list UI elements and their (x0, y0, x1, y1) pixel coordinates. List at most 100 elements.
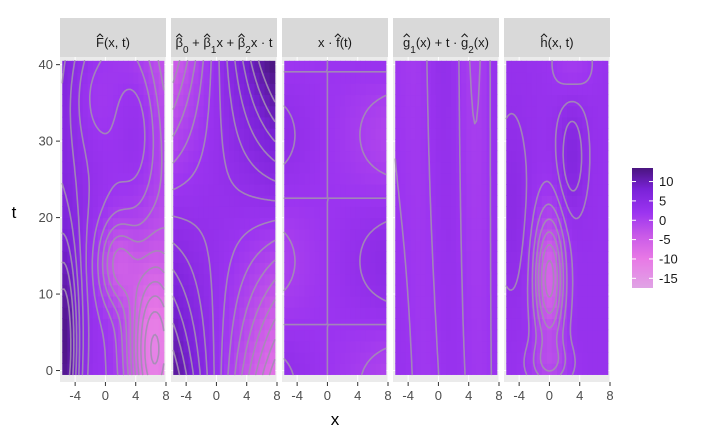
heat-tile (551, 284, 558, 297)
heat-tile (395, 128, 401, 140)
heat-tile (380, 94, 387, 107)
heat-tile (218, 184, 225, 196)
heat-tile (425, 83, 432, 96)
heat-tile (536, 307, 543, 319)
heat-tile (299, 273, 306, 286)
heat-tile (309, 128, 316, 140)
heat-tile (365, 284, 372, 297)
heat-tile (239, 60, 245, 73)
heat-tile (249, 239, 256, 252)
heat-tile (158, 251, 165, 263)
heat-tile (118, 195, 124, 207)
heat-tile (259, 251, 266, 263)
heat-tile (133, 318, 139, 331)
heat-tile (123, 340, 129, 353)
contour-line (544, 260, 555, 298)
heat-tile (269, 228, 276, 241)
heat-tile (254, 172, 261, 185)
heat-tile (415, 195, 422, 207)
contour-line (172, 60, 276, 376)
heat-tile (567, 94, 573, 107)
heat-tile (97, 72, 104, 84)
heat-tile (208, 184, 215, 196)
heat-tile (133, 273, 139, 286)
heat-tile (536, 116, 543, 129)
heat-tile (309, 262, 316, 275)
heat-tile (178, 72, 185, 84)
heat-tile (309, 184, 316, 196)
heat-tile (113, 262, 119, 275)
heat-tile (420, 340, 427, 353)
heat-tile (259, 329, 266, 342)
facet-strip-label: F(x, t) (96, 35, 130, 50)
heat-tile (602, 262, 609, 275)
heat-tile (466, 139, 472, 152)
heat-tile (567, 195, 573, 207)
heat-tile (224, 363, 230, 375)
heat-tile (466, 116, 472, 129)
heat-tile (602, 116, 609, 129)
heat-tile (451, 340, 457, 353)
heat-tile (264, 318, 271, 331)
heat-tile (138, 94, 145, 107)
heat-tile (410, 295, 417, 308)
heat-tile (299, 94, 306, 107)
heat-tile (203, 83, 210, 96)
heat-tile (102, 116, 109, 129)
heat-tile (224, 228, 230, 241)
contour-line (534, 218, 565, 372)
facet-strip (60, 18, 166, 57)
heat-tile (118, 239, 124, 252)
heat-tile (304, 217, 311, 230)
heat-tile (329, 251, 336, 263)
heat-tile (425, 351, 432, 364)
heat-tile (506, 363, 512, 375)
heat-tile (203, 60, 210, 73)
heat-tile (229, 172, 235, 185)
heat-tile (360, 150, 367, 163)
heat-tile (526, 195, 533, 207)
heat-tile (466, 161, 472, 174)
heat-tile (567, 295, 573, 308)
heat-tile (395, 329, 401, 342)
heat-tile (546, 284, 553, 297)
heat-tile (526, 161, 533, 174)
heat-tile (118, 307, 124, 319)
heat-tile (461, 284, 467, 297)
heat-tile (380, 150, 387, 163)
heat-tile (440, 206, 447, 219)
heat-tile (531, 295, 538, 308)
heat-tile (516, 318, 523, 331)
heat-tile (511, 116, 518, 129)
heat-tile (294, 351, 301, 364)
heat-tile (582, 172, 589, 185)
heat-tile (123, 72, 129, 84)
heat-tile (511, 251, 518, 263)
heat-tile (516, 172, 523, 185)
heat-tile (299, 195, 306, 207)
contour-line (283, 60, 387, 376)
heat-tile (602, 318, 609, 331)
heat-tile (72, 228, 79, 241)
heat-tile (511, 83, 518, 96)
heat-tile (309, 139, 316, 152)
heat-tile (557, 72, 563, 84)
heat-tile (178, 161, 185, 174)
heat-tile (415, 351, 422, 364)
heat-tile (360, 262, 367, 275)
heat-tile (592, 262, 599, 275)
heat-tile (203, 195, 210, 207)
heat-tile (193, 318, 200, 331)
heat-tile (249, 262, 256, 275)
heat-tile (410, 72, 417, 84)
heat-tile (466, 228, 472, 241)
heat-tile (400, 217, 407, 230)
heat-tile (335, 363, 341, 375)
heat-tile (345, 251, 351, 263)
heat-tile (319, 307, 326, 319)
heat-tile (294, 295, 301, 308)
heat-tile (133, 184, 139, 196)
heat-tile (128, 105, 134, 118)
heat-tile (289, 251, 296, 263)
heat-tile (592, 228, 599, 241)
